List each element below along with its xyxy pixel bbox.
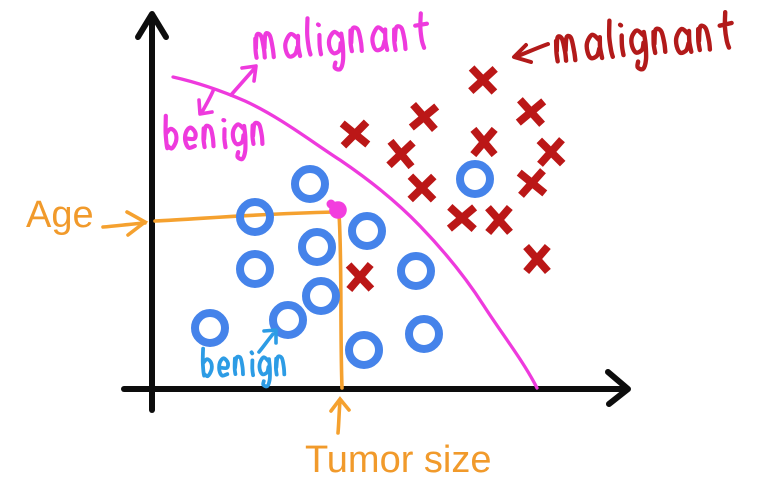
svg-text:Age: Age [26, 194, 94, 236]
svg-text:Tumor size: Tumor size [305, 439, 492, 479]
